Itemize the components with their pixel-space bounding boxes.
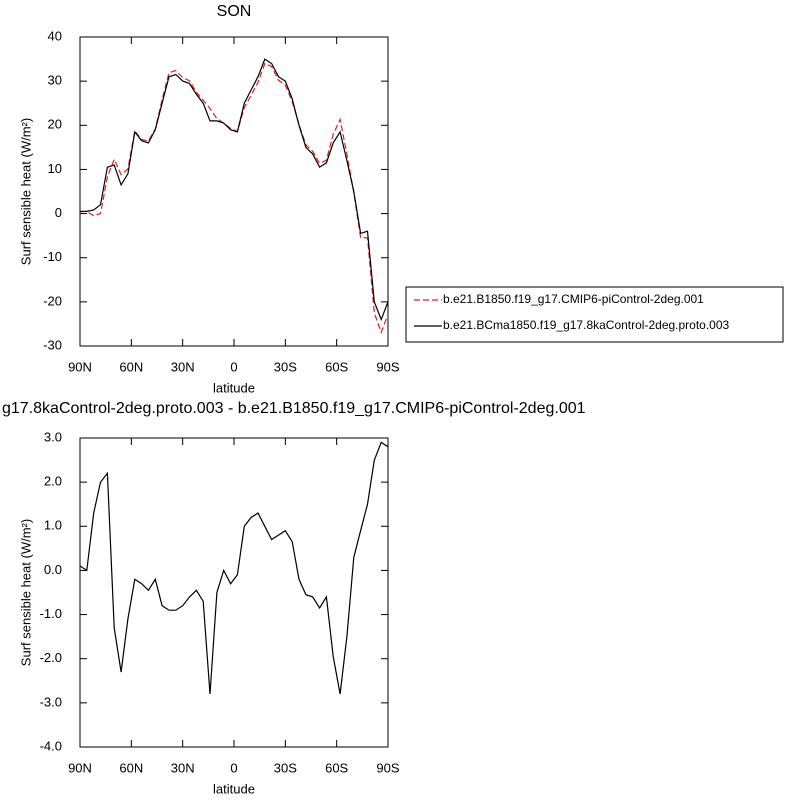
y-tick-label: 0.0 — [44, 562, 62, 577]
y-tick-label: -10 — [43, 249, 62, 264]
y-tick-label: 10 — [48, 161, 62, 176]
data-line — [79, 62, 389, 335]
plot-frame — [79, 437, 389, 748]
y-tick-label: 2.0 — [44, 474, 62, 489]
y-tick-label: -30 — [43, 337, 62, 352]
x-tick-label: 60N — [119, 760, 143, 775]
y-tick-label: 30 — [48, 73, 62, 88]
y-tick-label: 40 — [48, 28, 62, 43]
x-tick-label: 30S — [274, 359, 297, 374]
legend-box — [405, 286, 784, 343]
x-axis-label: latitude — [213, 380, 255, 395]
x-tick-label: 30N — [171, 760, 195, 775]
chart-title: SON — [217, 3, 252, 20]
y-tick-label: 20 — [48, 117, 62, 132]
x-tick-label: 90N — [68, 359, 92, 374]
y-axis-label: Surf sensible heat (W/m²) — [18, 519, 33, 666]
data-line — [79, 441, 389, 695]
x-tick-label: 60N — [119, 359, 143, 374]
data-line — [80, 58, 389, 322]
y-tick-label: -20 — [43, 293, 62, 308]
legend-label: b.e21.B1850.f19_g17.CMIP6-piControl-2deg… — [443, 292, 704, 306]
y-tick-label: -4.0 — [40, 738, 62, 753]
plot-frame — [79, 36, 389, 347]
y-tick-label: 3.0 — [44, 429, 62, 444]
x-tick-label: 0 — [230, 760, 237, 775]
x-tick-label: 30N — [171, 359, 195, 374]
x-tick-label: 30S — [274, 760, 297, 775]
x-tick-label: 0 — [230, 359, 237, 374]
y-tick-label: 0 — [55, 205, 62, 220]
y-tick-label: 1.0 — [44, 518, 62, 533]
x-tick-label: 90S — [376, 359, 399, 374]
y-tick-label: -1.0 — [40, 606, 62, 621]
y-tick-label: -3.0 — [40, 694, 62, 709]
y-axis-label: Surf sensible heat (W/m²) — [18, 118, 33, 265]
chart-title: g17.8kaControl-2deg.proto.003 - b.e21.B1… — [2, 400, 586, 417]
legend-label: b.e21.BCma1850.f19_g17.8kaControl-2deg.p… — [443, 318, 730, 332]
y-tick-label: -2.0 — [40, 650, 62, 665]
x-tick-label: 90S — [376, 760, 399, 775]
x-tick-label: 90N — [68, 760, 92, 775]
x-tick-label: 60S — [325, 359, 348, 374]
x-axis-label: latitude — [213, 781, 255, 796]
x-tick-label: 60S — [325, 760, 348, 775]
